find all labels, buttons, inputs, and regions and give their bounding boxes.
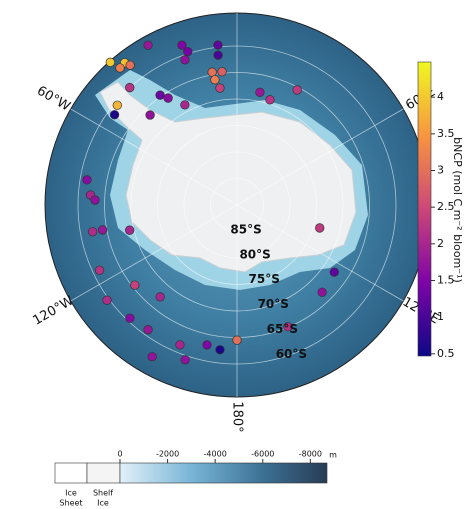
sample-point xyxy=(265,95,275,105)
sample-point xyxy=(90,195,100,205)
sample-point xyxy=(315,223,325,233)
meridian xyxy=(70,108,238,206)
colorbar-tick-label: 2.5 xyxy=(437,200,455,213)
latitude-label: 85°S xyxy=(230,222,261,236)
depth-bar xyxy=(119,462,328,484)
sample-point xyxy=(317,287,327,297)
sample-point xyxy=(163,93,173,103)
sample-point xyxy=(217,67,227,77)
latitude-label: 65°S xyxy=(267,322,298,336)
depth-tick-label: 0 xyxy=(117,450,122,459)
sample-point xyxy=(125,60,135,70)
sample-point xyxy=(115,63,125,73)
depth-tick-label: -8000 xyxy=(299,450,322,459)
sample-point xyxy=(180,100,190,110)
colorbar-label: bNCP (mol C m⁻² bloom⁻¹) xyxy=(451,137,464,283)
colorbar-tick-label: 1 xyxy=(437,310,444,323)
meridian xyxy=(236,204,404,302)
longitude-label: 180° xyxy=(230,401,245,432)
longitude-label: 60°W xyxy=(34,84,73,115)
sample-point xyxy=(145,110,155,120)
legend-label: Ice xyxy=(65,489,77,498)
sample-point xyxy=(175,340,185,350)
sample-point xyxy=(180,355,190,365)
latitude-label: 80°S xyxy=(239,247,270,261)
sample-point xyxy=(109,110,120,120)
sample-point xyxy=(202,340,212,350)
colorbar xyxy=(417,61,432,357)
depth-unit: m xyxy=(329,451,337,460)
colorbar-tick-label: 3.5 xyxy=(437,127,455,140)
sample-point xyxy=(292,85,302,95)
sample-point xyxy=(210,75,220,85)
continent xyxy=(99,81,357,273)
sample-point xyxy=(329,267,339,277)
sample-point xyxy=(125,82,135,93)
legend-label: Ice xyxy=(97,499,109,508)
sample-point xyxy=(255,87,265,97)
points xyxy=(82,40,339,365)
legend-label: Shelf xyxy=(93,489,113,498)
ice-sheet-box xyxy=(54,462,88,484)
sample-point xyxy=(283,322,293,332)
sample-point xyxy=(97,225,108,235)
sample-point xyxy=(147,352,157,362)
legend-label: Sheet xyxy=(59,499,82,508)
sample-point xyxy=(143,40,153,50)
sample-point xyxy=(82,175,92,185)
sample-point xyxy=(215,83,225,93)
sample-point xyxy=(155,292,165,302)
shelf-ice-box xyxy=(86,462,121,484)
sample-point xyxy=(130,280,140,290)
colorbar-tick-label: 0.5 xyxy=(437,347,455,360)
colorbar-tick-label: 1.5 xyxy=(437,273,455,286)
colorbar-tick-label: 2 xyxy=(437,237,444,250)
latitude-label: 60°S xyxy=(276,347,307,361)
sample-point xyxy=(232,335,242,345)
latitude-label: 75°S xyxy=(249,272,280,286)
colorbar-tick-label: 3 xyxy=(437,164,444,177)
sample-point xyxy=(94,265,105,275)
sample-point xyxy=(180,55,190,65)
sample-point xyxy=(87,227,98,237)
colorbar-tick-label: 4 xyxy=(437,90,444,103)
sample-point xyxy=(213,40,223,50)
depth-tick-label: -6000 xyxy=(251,450,274,459)
sample-point xyxy=(213,50,223,60)
sample-point xyxy=(105,57,115,67)
sample-point xyxy=(155,90,165,100)
depth-tick-label: -2000 xyxy=(156,450,179,459)
latitude-label: 70°S xyxy=(258,297,289,311)
sample-point xyxy=(215,345,225,355)
sample-point xyxy=(125,313,135,323)
depth-tick-label: -4000 xyxy=(204,450,227,459)
sample-point xyxy=(125,225,135,235)
sample-point xyxy=(177,40,187,50)
sample-point xyxy=(143,325,153,335)
sample-point xyxy=(102,295,112,305)
longitude-label: 120°W xyxy=(31,293,77,328)
meridian xyxy=(70,204,238,302)
sample-point xyxy=(183,46,193,57)
sample-point xyxy=(112,100,122,110)
meridian xyxy=(236,108,404,206)
